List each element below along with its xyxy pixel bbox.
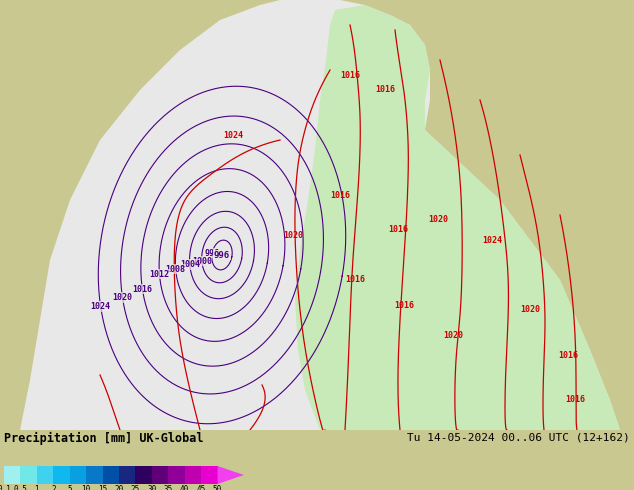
Bar: [168, 466, 185, 484]
Text: 1016: 1016: [558, 350, 578, 360]
Text: 1020: 1020: [283, 230, 303, 240]
Bar: [136, 466, 152, 484]
Text: Precipitation [mm] UK-Global: Precipitation [mm] UK-Global: [4, 432, 204, 445]
Text: 1020: 1020: [112, 293, 133, 302]
Text: 996: 996: [205, 249, 219, 258]
Text: 1016: 1016: [133, 285, 152, 294]
Bar: [20, 466, 37, 484]
Bar: [119, 466, 136, 484]
Text: 1016: 1016: [394, 300, 414, 310]
Text: 1008: 1008: [165, 265, 186, 273]
Text: 0.5: 0.5: [13, 485, 27, 490]
Text: 1: 1: [34, 485, 39, 490]
Bar: [184, 466, 202, 484]
Text: 1016: 1016: [340, 71, 360, 79]
Bar: [4, 466, 21, 484]
Text: 40: 40: [180, 485, 190, 490]
Text: 1016: 1016: [565, 395, 585, 405]
Bar: [53, 466, 70, 484]
Bar: [152, 466, 169, 484]
Bar: [70, 466, 87, 484]
Text: 0.1: 0.1: [0, 485, 11, 490]
Text: 1016: 1016: [345, 275, 365, 285]
Text: 5: 5: [67, 485, 72, 490]
Bar: [86, 466, 103, 484]
Text: 1020: 1020: [443, 330, 463, 340]
Bar: [103, 466, 119, 484]
Text: 25: 25: [131, 485, 140, 490]
Polygon shape: [20, 0, 620, 430]
Text: 1024: 1024: [482, 236, 502, 245]
Text: 1000: 1000: [192, 257, 212, 266]
Text: 10: 10: [82, 485, 91, 490]
Polygon shape: [295, 5, 620, 430]
Text: 1020: 1020: [428, 216, 448, 224]
Text: 1016: 1016: [330, 191, 350, 199]
Bar: [201, 466, 218, 484]
Polygon shape: [217, 466, 244, 484]
Text: 35: 35: [164, 485, 173, 490]
Text: 996: 996: [214, 250, 230, 260]
Text: 1016: 1016: [375, 85, 395, 95]
Text: 1020: 1020: [520, 305, 540, 315]
Text: 1012: 1012: [150, 270, 169, 279]
Text: 1016: 1016: [388, 225, 408, 235]
Text: 1004: 1004: [180, 260, 200, 269]
Text: 1024: 1024: [223, 130, 243, 140]
Text: 30: 30: [147, 485, 157, 490]
Text: Tu 14-05-2024 00..06 UTC (12+162): Tu 14-05-2024 00..06 UTC (12+162): [407, 432, 630, 442]
Text: 45: 45: [197, 485, 206, 490]
Bar: [37, 466, 54, 484]
Text: 15: 15: [98, 485, 107, 490]
Text: 20: 20: [114, 485, 124, 490]
Text: 50: 50: [213, 485, 222, 490]
Text: 1024: 1024: [91, 302, 111, 311]
Text: 2: 2: [51, 485, 56, 490]
